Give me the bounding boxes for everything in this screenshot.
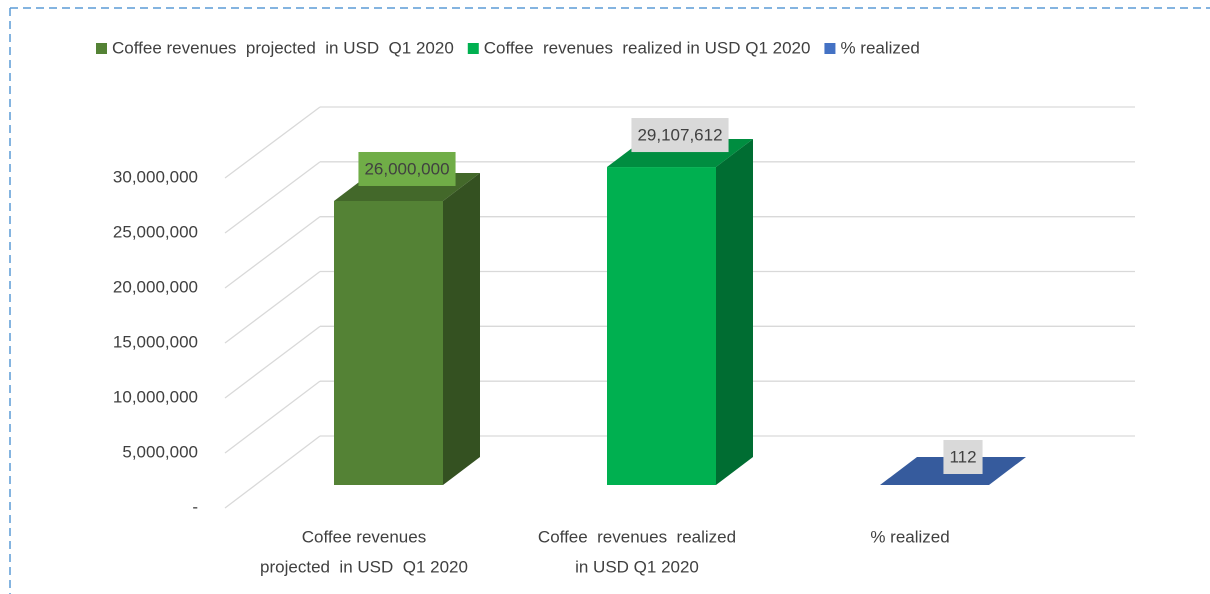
legend-swatch: [824, 43, 836, 54]
y-tick-label: 5,000,000: [122, 442, 198, 461]
bar-side: [716, 139, 753, 485]
y-tick-label: 10,000,000: [113, 387, 198, 406]
y-tick-label: 25,000,000: [113, 222, 198, 241]
grid-line: [224, 325, 321, 399]
legend-swatch: [467, 43, 479, 54]
y-tick-label: 15,000,000: [113, 332, 198, 351]
y-tick-label: 20,000,000: [113, 277, 198, 296]
legend-label: Coffee revenues realized in USD Q1 2020: [484, 38, 811, 57]
data-label: 112: [949, 447, 976, 466]
x-tick-label: Coffee revenues: [302, 527, 426, 546]
data-label: 26,000,000: [364, 159, 449, 178]
grid-line: [224, 380, 321, 454]
grid-line: [224, 216, 321, 289]
data-label: 29,107,612: [637, 126, 722, 145]
grid-line: [224, 106, 321, 179]
x-tick-label: % realized: [870, 527, 949, 546]
data-label-box: [358, 151, 456, 186]
legend-swatch: [96, 43, 107, 54]
bar: [334, 200, 443, 485]
y-tick-label: -: [192, 497, 198, 516]
bar: [607, 167, 716, 485]
legend-label: Coffee revenues projected in USD Q1 2020: [112, 38, 454, 57]
bar-side: [443, 172, 480, 485]
y-tick-label: 30,000,000: [113, 167, 198, 186]
legend-label: % realized: [840, 38, 919, 57]
x-tick-label: in USD Q1 2020: [575, 557, 699, 576]
x-tick-label: Coffee revenues realized: [538, 527, 736, 546]
data-label-box: [631, 118, 729, 153]
data-label-box: [943, 439, 983, 474]
grid-line: [224, 161, 321, 234]
bar-side: [989, 456, 1026, 485]
grid-line: [224, 270, 321, 344]
grid-line: [224, 435, 321, 509]
x-tick-label: projected in USD Q1 2020: [260, 557, 468, 576]
